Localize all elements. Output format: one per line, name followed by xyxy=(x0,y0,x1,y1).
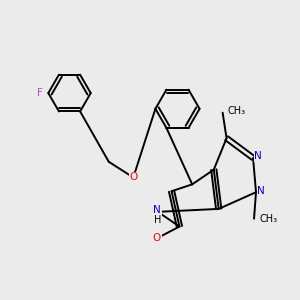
Text: O: O xyxy=(129,172,137,182)
Text: N: N xyxy=(153,206,161,215)
Text: H: H xyxy=(154,215,161,225)
Text: O: O xyxy=(153,233,161,243)
Text: N: N xyxy=(254,152,262,161)
Text: F: F xyxy=(37,88,42,98)
Text: CH₃: CH₃ xyxy=(259,214,278,224)
Text: N: N xyxy=(257,186,265,196)
Text: CH₃: CH₃ xyxy=(228,106,246,116)
